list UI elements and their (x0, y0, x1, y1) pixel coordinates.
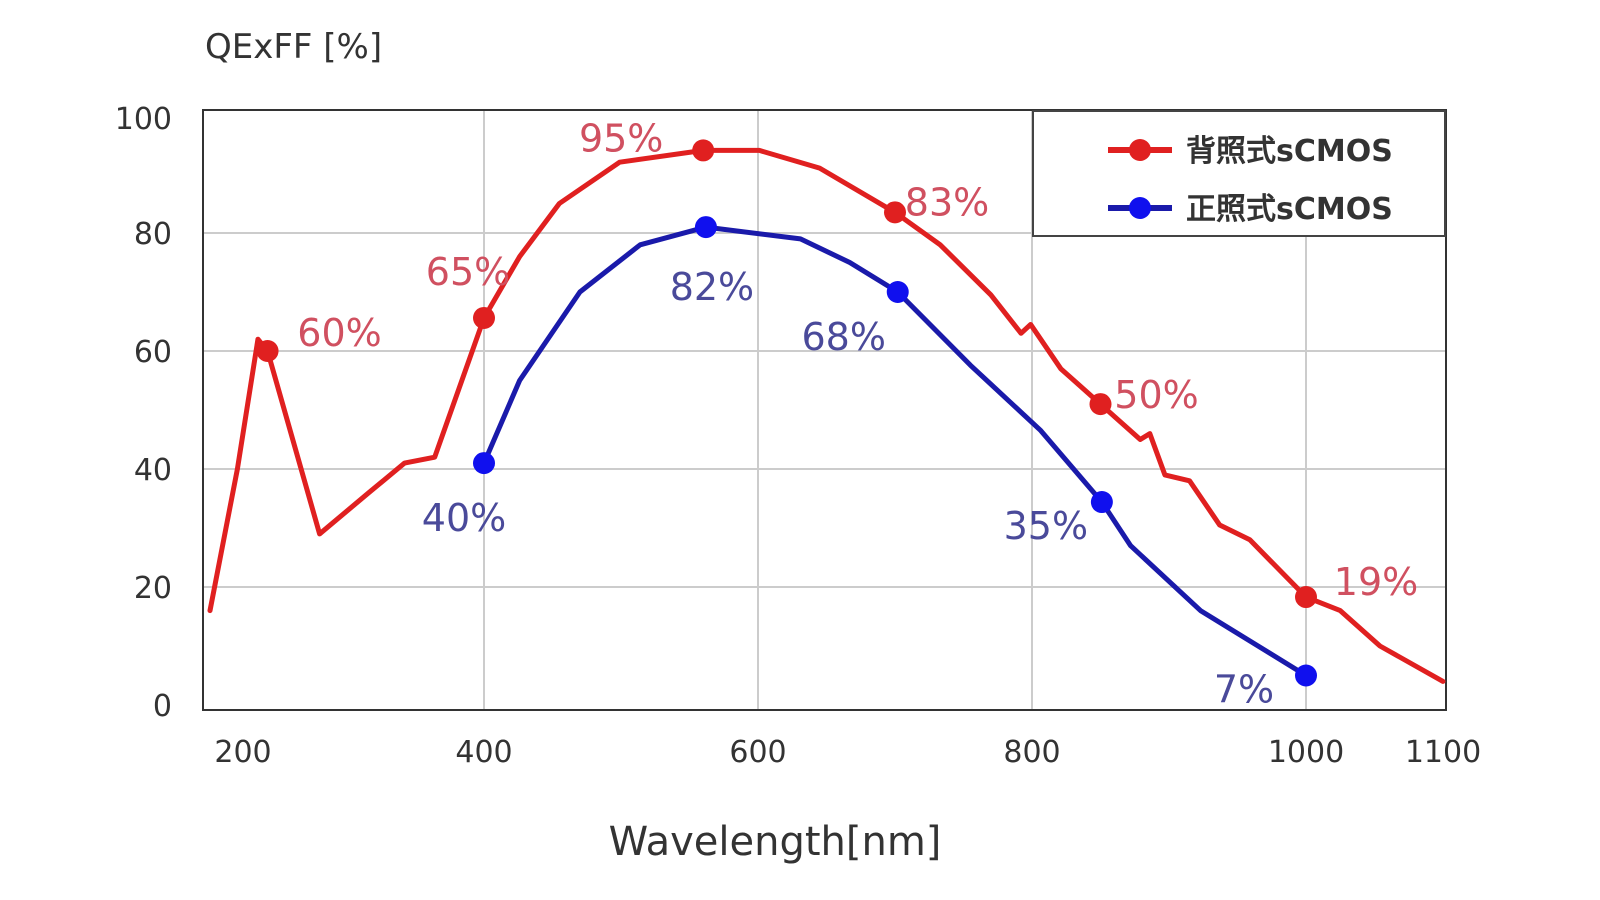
x-axis-title: Wavelength[nm] (609, 819, 942, 865)
data-label: 19% (1334, 560, 1418, 604)
data-point-marker (1295, 586, 1317, 609)
x-tick-label: 800 (1003, 735, 1060, 770)
data-point-marker (1090, 491, 1113, 514)
y-tick-label: 100 (115, 102, 172, 137)
data-point-marker (1089, 393, 1112, 416)
legend: 背照式sCMOS 正照式sCMOS (1032, 110, 1446, 237)
legend-marker-bsi (1129, 139, 1151, 161)
y-tick-label: 40 (134, 453, 172, 488)
data-point-marker (473, 452, 495, 475)
legend-box (1032, 110, 1446, 237)
data-label: 82% (670, 265, 754, 309)
series-line-0 (207, 147, 1446, 684)
y-tick-label: 80 (134, 217, 172, 252)
plot-frame (202, 109, 1447, 711)
series-line-1 (481, 224, 1309, 678)
data-label: 40% (422, 496, 506, 540)
x-tick-label: 400 (455, 735, 512, 770)
x-tick-label: 600 (729, 735, 786, 770)
data-label: 50% (1114, 373, 1198, 417)
data-point-marker (886, 281, 909, 303)
y-axis-title: QExFF [%] (205, 27, 382, 67)
data-point-marker (473, 306, 495, 329)
legend-marker-fsi (1129, 197, 1151, 219)
legend-label-fsi: 正照式sCMOS (1186, 192, 1393, 227)
data-point-marker (692, 139, 715, 162)
y-tick-label: 0 (153, 689, 172, 724)
y-tick-label: 60 (134, 335, 172, 370)
data-point-marker (884, 201, 906, 224)
data-label: 35% (1004, 504, 1088, 548)
x-tick-label: 1000 (1268, 735, 1344, 770)
y-tick-label: 20 (134, 571, 172, 606)
data-label: 60% (297, 311, 381, 355)
data-label: 7% (1214, 668, 1274, 712)
data-point-marker (256, 340, 279, 362)
data-point-marker (1295, 664, 1317, 687)
data-point-marker (694, 216, 717, 239)
x-tick-label: 1100 (1405, 735, 1481, 770)
data-label: 68% (802, 315, 886, 359)
data-label: 65% (426, 250, 510, 294)
legend-label-bsi: 背照式sCMOS (1186, 134, 1393, 169)
data-label: 83% (905, 180, 989, 224)
x-tick-label: 200 (214, 735, 271, 770)
data-label: 95% (579, 116, 663, 160)
